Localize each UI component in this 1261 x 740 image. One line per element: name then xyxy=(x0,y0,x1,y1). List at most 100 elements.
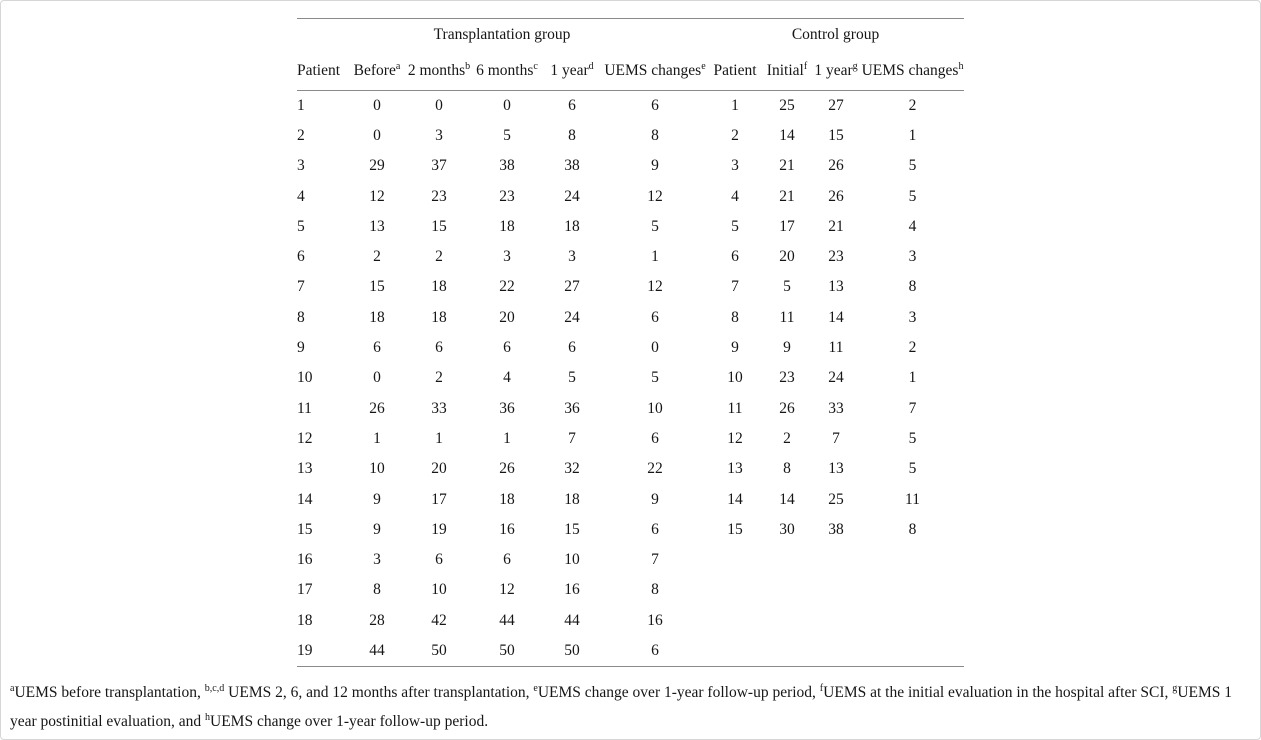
table-cell: 6 xyxy=(651,520,659,538)
table-row: 11 26 33 36 36 10 11 26 33 7 xyxy=(297,393,964,423)
table-cell: 16 xyxy=(297,551,313,569)
table-cell: 21 xyxy=(779,157,795,175)
table-cell: 12 xyxy=(727,429,743,447)
table-cell: 15 xyxy=(727,520,743,538)
table-cell: 26 xyxy=(828,157,844,175)
table-cell: 5 xyxy=(908,157,917,175)
table-body: 1 0 0 0 6 6 1 25 27 2 2 0 3 5 8 8 2 14 15 1 3 29 37 38 38 9 3 21 26 5… xyxy=(297,91,965,667)
uems-scores-table: Transplantation group Control group Pati… xyxy=(297,18,965,667)
footnote-text: UEMS before transplantation, xyxy=(14,684,205,701)
group-header-row: Transplantation group Control group xyxy=(297,19,964,52)
col-header-uems-changes-control: UEMS changesh xyxy=(861,51,965,91)
table-cell: 16 xyxy=(499,520,515,538)
table-cell: 3 xyxy=(731,157,739,175)
table-cell: 8 xyxy=(651,126,659,144)
col-header-label: Initial xyxy=(766,61,804,79)
col-header-label: Before xyxy=(353,61,396,79)
footnote-text: UEMS change over 1-year follow-up period… xyxy=(537,684,820,701)
table-cell: 50 xyxy=(564,641,580,659)
table-cell: 11 xyxy=(779,308,795,326)
table-cell: 11 xyxy=(727,399,743,417)
table-row: 1 0 0 0 6 6 1 25 27 2 xyxy=(297,91,964,121)
table-cell: 7 xyxy=(908,399,917,417)
table-cell: 1 xyxy=(651,248,659,266)
footnote-superscript: g xyxy=(1172,682,1178,694)
table-cell xyxy=(861,575,964,605)
table-cell: 15 xyxy=(564,520,580,538)
table-cell: 0 xyxy=(373,96,381,114)
table-cell: 8 xyxy=(297,308,305,326)
table-row: 17 8 10 12 16 8 xyxy=(297,575,964,605)
column-header-row: Patient Beforea 2 monthsb 6 monthsc 1 ye… xyxy=(297,51,965,91)
table-cell: 19 xyxy=(297,641,313,659)
table-cell: 10 xyxy=(647,399,663,417)
table-cell: 1 xyxy=(297,96,305,114)
table-cell: 15 xyxy=(431,217,447,235)
table-cell: 32 xyxy=(564,460,580,478)
table-cell: 10 xyxy=(431,581,447,599)
table-row: 14 9 17 18 18 9 14 14 25 11 xyxy=(297,484,964,514)
group-header-control: Control group xyxy=(791,26,880,44)
table-footnote: aUEMS before transplantation, b,c,d UEMS… xyxy=(10,679,1254,736)
col-header-superscript: g xyxy=(852,60,858,72)
table-cell: 5 xyxy=(568,369,576,387)
table-row: 4 12 23 23 24 12 4 21 26 5 xyxy=(297,181,964,211)
table-cell: 24 xyxy=(828,369,844,387)
table-cell: 8 xyxy=(908,520,917,538)
table-cell: 0 xyxy=(435,96,443,114)
table-row: 5 13 15 18 18 5 5 17 21 4 xyxy=(297,212,964,242)
table-cell: 21 xyxy=(828,217,844,235)
col-header-before: Beforea xyxy=(349,51,405,91)
table-cell: 9 xyxy=(373,490,381,508)
table-cell: 30 xyxy=(779,520,795,538)
table-cell: 6 xyxy=(568,96,576,114)
footnote-superscript: f xyxy=(819,682,824,694)
table-cell: 13 xyxy=(828,460,844,478)
table-cell: 8 xyxy=(783,460,791,478)
table-cell: 8 xyxy=(731,308,739,326)
table-cell xyxy=(707,545,763,575)
table-cell xyxy=(707,606,763,636)
table-cell: 16 xyxy=(564,581,580,599)
table-cell: 7 xyxy=(568,429,576,447)
table-cell xyxy=(763,636,811,666)
col-header-uems-changes-transplant: UEMS changese xyxy=(603,51,707,91)
table-cell: 6 xyxy=(297,248,305,266)
table-cell: 5 xyxy=(297,217,305,235)
table-cell: 23 xyxy=(499,187,515,205)
table-row: 6 2 2 3 3 1 6 20 23 3 xyxy=(297,242,964,272)
table-row: 15 9 19 16 15 6 15 30 38 8 xyxy=(297,515,964,545)
table-cell: 0 xyxy=(373,369,381,387)
table-cell: 7 xyxy=(297,278,305,296)
table-row: 16 3 6 6 10 7 xyxy=(297,545,964,575)
table-cell: 26 xyxy=(779,399,795,417)
table-cell: 2 xyxy=(908,96,917,114)
table-cell: 2 xyxy=(783,429,791,447)
table-cell: 5 xyxy=(503,126,511,144)
table-row: 13 10 20 26 32 22 13 8 13 5 xyxy=(297,454,964,484)
table-cell: 26 xyxy=(369,399,385,417)
table-cell: 12 xyxy=(647,187,663,205)
table-cell: 20 xyxy=(499,308,515,326)
table-cell: 50 xyxy=(499,641,515,659)
table-cell: 22 xyxy=(499,278,515,296)
table-cell: 6 xyxy=(731,248,739,266)
table-cell: 27 xyxy=(828,96,844,114)
table-cell: 10 xyxy=(369,460,385,478)
table-cell xyxy=(763,545,811,575)
table-cell xyxy=(707,636,763,666)
table-cell: 1 xyxy=(435,429,443,447)
table-cell: 3 xyxy=(435,126,443,144)
table-cell: 36 xyxy=(564,399,580,417)
col-header-label: 1 year xyxy=(814,61,853,79)
table-cell: 5 xyxy=(908,187,917,205)
footnote-text: UEMS change over 1-year follow-up period… xyxy=(210,712,489,730)
table-cell: 1 xyxy=(908,369,917,387)
table-cell: 3 xyxy=(908,248,917,266)
table-cell: 4 xyxy=(908,217,917,235)
table-cell: 2 xyxy=(435,369,443,387)
table-cell: 12 xyxy=(369,187,385,205)
table-row: 19 44 50 50 50 6 xyxy=(297,636,964,666)
table-cell: 44 xyxy=(564,611,580,629)
group-header-transplantation: Transplantation group xyxy=(433,26,571,44)
